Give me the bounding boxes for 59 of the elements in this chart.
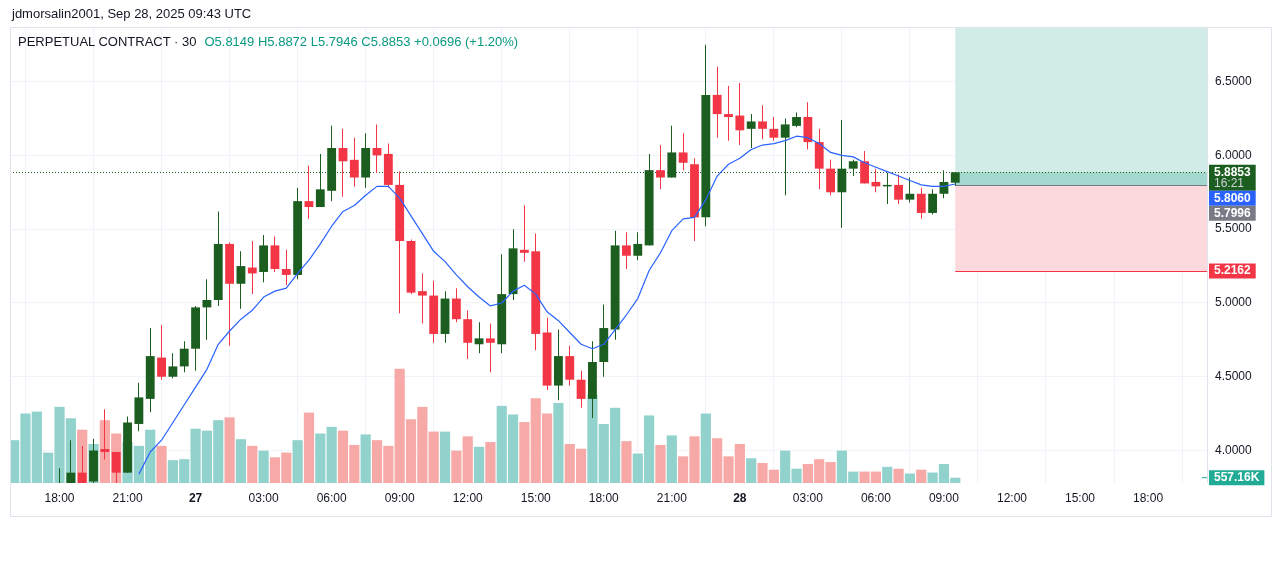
- bar: [247, 445, 258, 483]
- bar: [303, 412, 315, 483]
- candlestick: [417, 273, 427, 324]
- x-tick-label: 12:00: [996, 490, 1028, 505]
- bar: [156, 445, 167, 483]
- bar: [439, 431, 451, 483]
- bar: [746, 458, 757, 483]
- bar: [655, 444, 666, 483]
- x-tick-label: 18:00: [44, 490, 75, 505]
- x-tick-label: 06:00: [860, 490, 892, 505]
- x-tick-label: 03:00: [248, 490, 279, 505]
- text: PERPETUAL CONTRACT · 30: [18, 34, 197, 49]
- y2-tick-label: 557.16K: [1214, 470, 1260, 485]
- x-tick-label: 09:00: [384, 490, 416, 505]
- x-tick-label: 21:00: [112, 490, 143, 505]
- bar: [882, 466, 893, 483]
- bar: [485, 442, 496, 483]
- x-tick-label: 27: [188, 490, 203, 505]
- bar: [462, 436, 473, 483]
- candlestick: [724, 86, 733, 141]
- x-tick-label: 21:00: [656, 490, 688, 505]
- bar: [553, 403, 564, 483]
- x-tick-label: 15:00: [520, 490, 552, 505]
- x-tick-label: 28: [733, 490, 747, 505]
- bar: [315, 433, 326, 483]
- x-tick-label: 09:00: [928, 490, 960, 505]
- bar: [666, 435, 677, 483]
- x-tick-label: 12:00: [452, 490, 484, 505]
- ref-line-label: 5.2162: [1214, 263, 1252, 278]
- y-tick-label: 6.5000: [1215, 73, 1253, 88]
- bar: [904, 473, 916, 483]
- bar: [621, 441, 632, 483]
- text: O5.8149 H5.8872 L5.7946 C5.8853 +0.0696 (+1.20%): [204, 34, 519, 49]
- x-tick-label: 18:00: [1133, 490, 1164, 505]
- candlestick: [519, 205, 529, 262]
- bar: [326, 426, 337, 483]
- y-tick-label: 5.0000: [1215, 295, 1253, 310]
- bar: [893, 468, 904, 483]
- bar: [224, 417, 235, 483]
- bar: [292, 440, 303, 483]
- x-tick-label: 15:00: [1064, 490, 1096, 505]
- y-tick-label: 4.0000: [1215, 442, 1253, 457]
- bar: [428, 431, 439, 483]
- bar: [916, 469, 927, 483]
- text: jdmorsalin2001, Sep 28, 2025 09:43 UTC: [12, 6, 252, 22]
- bar: [451, 450, 462, 483]
- bar: [258, 450, 269, 483]
- y-tick-label: 5.5000: [1215, 221, 1253, 236]
- bar: [360, 434, 371, 483]
- ref-line-label: 5.7996: [1214, 205, 1252, 220]
- text: 5.8060: [1214, 190, 1252, 205]
- bar: [700, 413, 711, 483]
- x-tick-label: 06:00: [316, 490, 347, 505]
- y-tick-label: 4.5000: [1215, 369, 1253, 384]
- bar: [473, 446, 485, 483]
- y-tick-label: 6.0000: [1215, 147, 1253, 162]
- bar: [235, 439, 247, 483]
- x-tick-label: 03:00: [792, 490, 824, 505]
- x-tick-label: 18:00: [588, 490, 620, 505]
